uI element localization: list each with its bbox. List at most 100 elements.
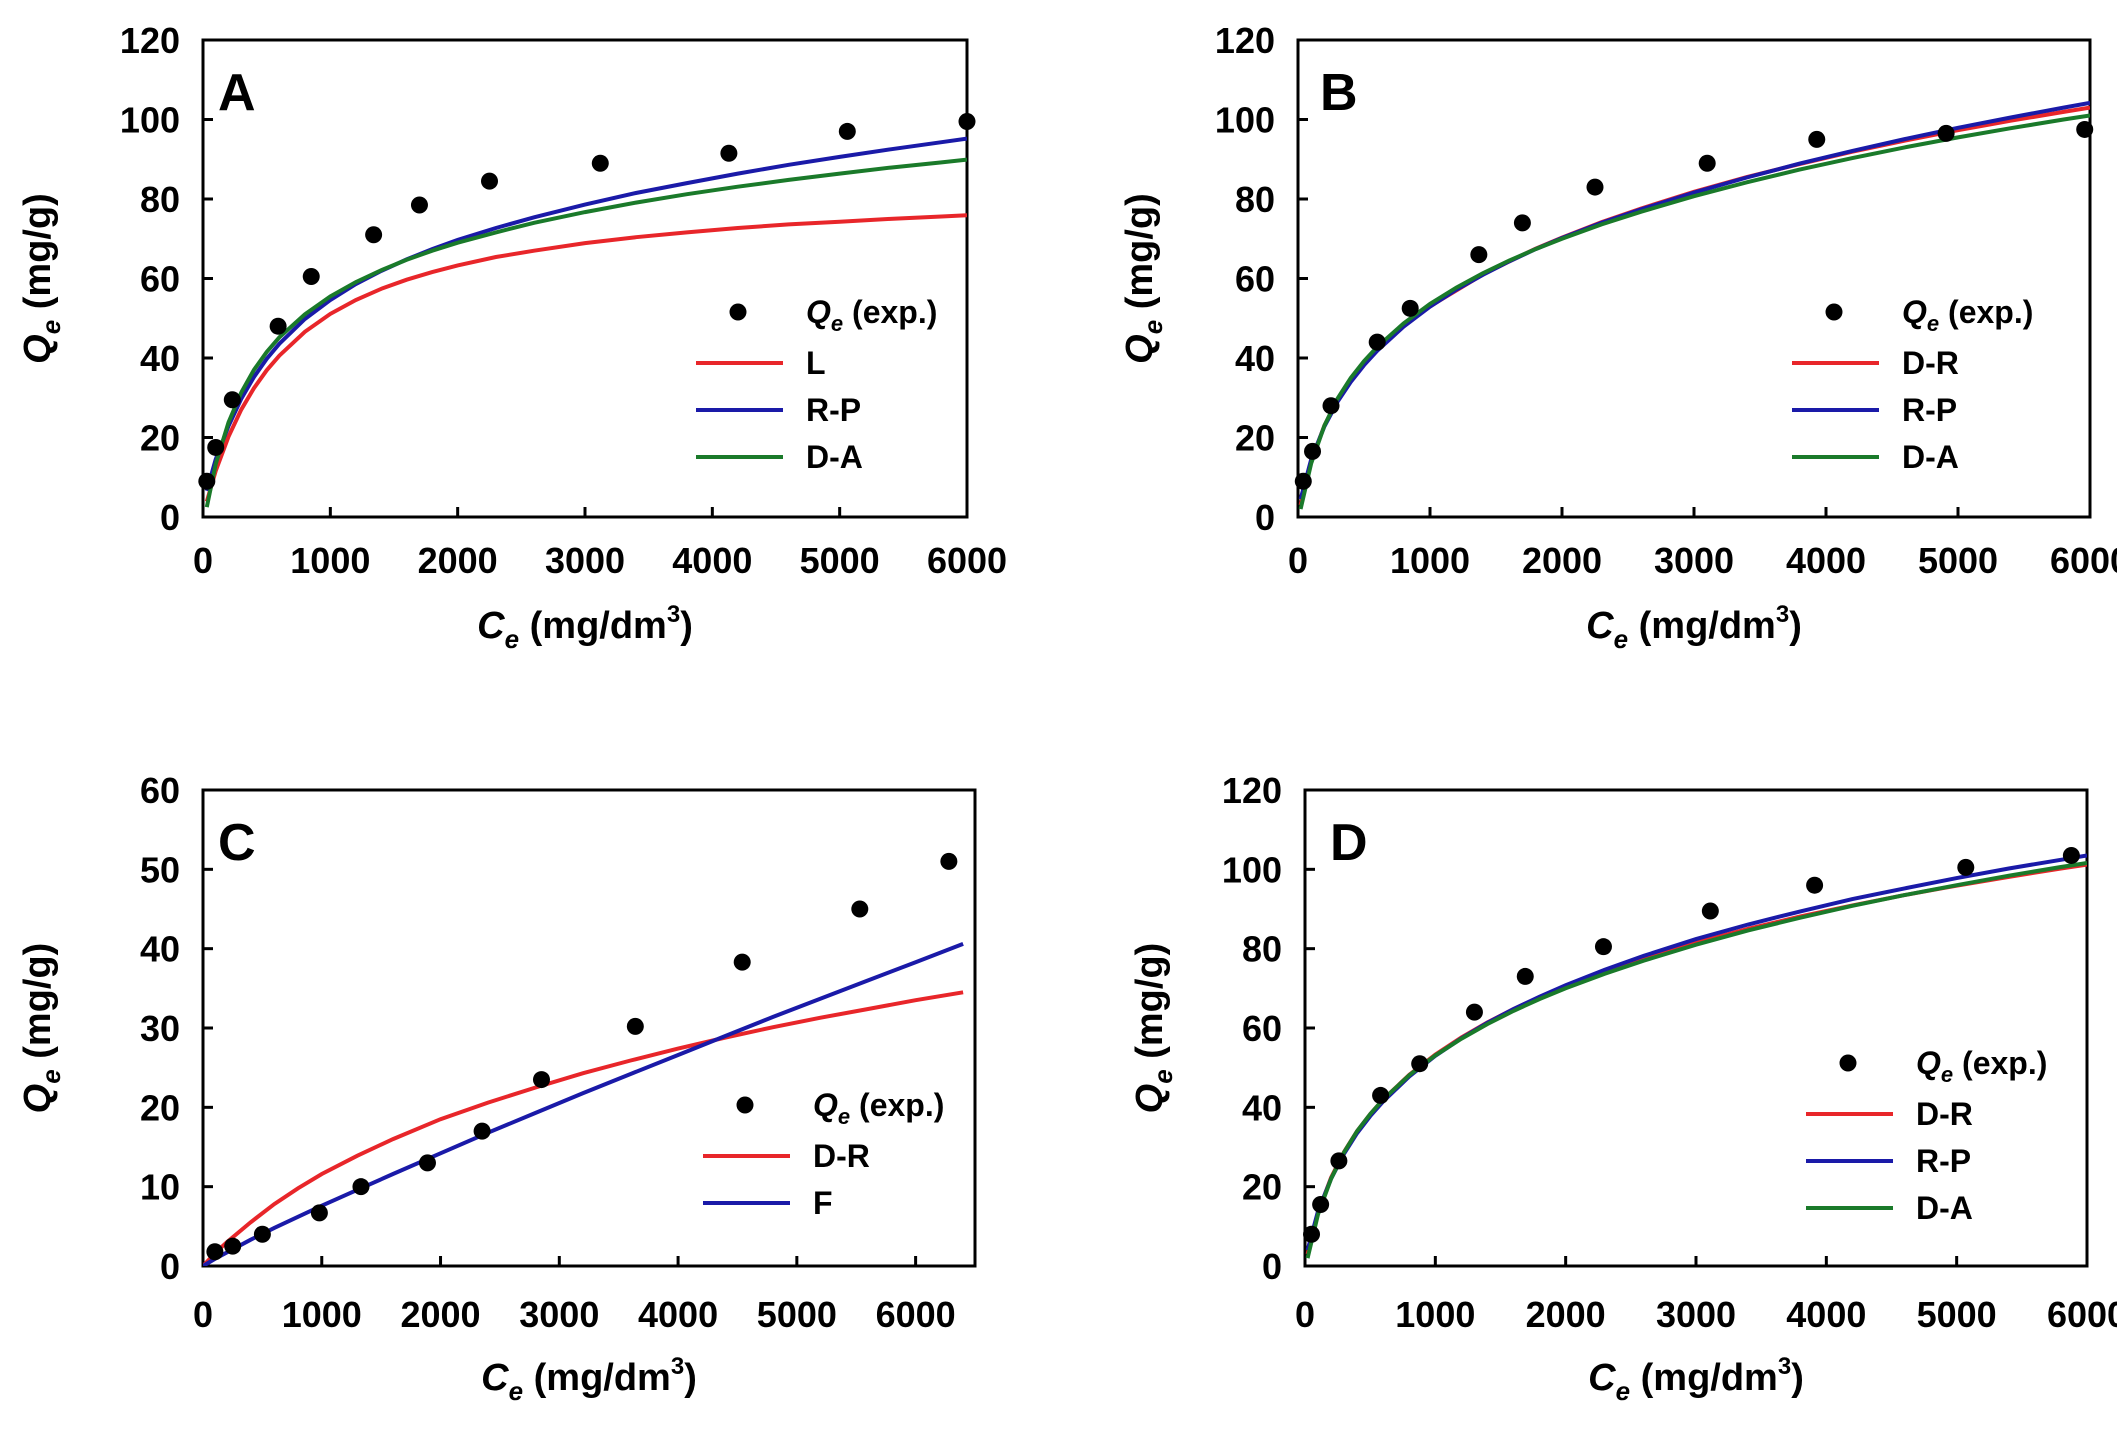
data-point [365,226,383,244]
y-tick-label: 20 [1235,418,1275,459]
x-tick-label: 2000 [1522,540,1602,581]
y-tick-label: 100 [1222,849,1282,890]
data-point [1401,299,1419,317]
x-axis-label: Ce (mg/dm3) [1586,601,1802,654]
x-tick-label: 6000 [2047,1294,2117,1335]
x-tick-label: 2000 [418,540,498,581]
data-point [473,1122,491,1140]
x-tick-label: 5000 [1918,540,1998,581]
data-point [1470,246,1488,264]
chart-panel-d: 0 1000 2000 3000 4000 5000 6000 0 20 40 60 80 100 120… [1129,770,2117,1406]
data-point [206,1243,224,1261]
legend-label-d-r: D-R [813,1138,870,1174]
x-tick-label: 5000 [1917,1294,1997,1335]
y-tick-label: 100 [1215,100,1275,141]
x-axis-label: Ce (mg/dm3) [477,601,693,654]
x-tick-label: 5000 [757,1294,837,1335]
data-point [1322,397,1340,415]
y-axis-label: Qe (mg/g) [17,193,66,364]
x-axis-label: Ce (mg/dm3) [481,1353,697,1406]
data-point [958,112,976,130]
data-point [1294,472,1312,490]
x-tick-label: 4000 [638,1294,718,1335]
data-point [310,1204,328,1222]
legend-marker-points [729,303,747,321]
legend: Qe (exp.) L R-P D-A [696,294,937,475]
data-point [481,172,498,190]
y-tick-label: 80 [140,179,180,220]
legend-label-l: L [806,345,826,381]
x-tick-label: 4000 [672,540,752,581]
data-point [1372,1086,1390,1104]
series-line-d-a [204,157,967,508]
data-point [1701,902,1719,920]
data-point [1808,130,1826,148]
data-point [1513,214,1531,232]
y-tick-label: 30 [140,1008,180,1049]
x-tick-label: 1000 [290,540,370,581]
x-tick-label: 2000 [400,1294,480,1335]
data-point [1465,1003,1483,1021]
data-point [418,1154,436,1172]
x-tick-label: 2000 [1526,1294,1606,1335]
panel-letter: C [218,814,256,872]
y-tick-label: 20 [1242,1167,1282,1208]
legend-label-f: F [813,1185,833,1221]
x-tick-label: 6000 [2050,540,2117,581]
x-tick-label: 6000 [927,540,1007,581]
y-tick-label: 80 [1235,179,1275,220]
x-tick-label: 3000 [1654,540,1734,581]
y-tick-label: 60 [1235,259,1275,300]
data-point [940,852,958,870]
x-tick-label: 1000 [282,1294,362,1335]
plot-frame [201,788,977,1268]
chart-panel-c: 0 1000 2000 3000 4000 5000 6000 0 10 20 30 40 50 60 Ce… [17,770,977,1406]
legend: Qe (exp.) D-R F [703,1087,944,1221]
data-point [1594,938,1612,956]
y-tick-label: 80 [1242,929,1282,970]
x-tick-label: 4000 [1786,540,1866,581]
data-point [626,1017,644,1035]
plot-frame [1296,38,2092,519]
y-tick-label: 60 [1242,1008,1282,1049]
data-point [1368,333,1386,351]
chart-panel-b: 0 1000 2000 3000 4000 5000 6000 0 20 40 60 80 100 120… [1119,20,2117,654]
data-point [1411,1055,1429,1073]
y-tick-label: 10 [140,1167,180,1208]
data-point [207,438,225,456]
chart-panel-a: 0 1000 2000 3000 4000 5000 6000 0 20 40 60 80 100 120… [17,20,1007,654]
y-tick-label: 0 [1262,1246,1282,1287]
y-axis-label: Qe (mg/g) [1119,193,1168,364]
series-line-l [204,213,967,503]
y-tick-label: 40 [1235,338,1275,379]
legend-marker-points [736,1096,754,1114]
data-point [1312,1196,1330,1214]
data-point [720,144,738,162]
y-tick-label: 0 [160,497,180,538]
legend-label-r-p: R-P [1916,1143,1971,1179]
y-tick-label: 120 [1222,770,1282,811]
legend-marker-points [1839,1054,1857,1072]
data-point [1516,967,1534,985]
data-point [532,1071,550,1089]
y-tick-label: 20 [140,1087,180,1128]
series-line-d-a [1298,113,2090,510]
x-axis-label: Ce (mg/dm3) [1588,1353,1804,1406]
legend-label-r-p: R-P [1902,392,1957,428]
legend-label-points: Qe (exp.) [813,1087,944,1129]
y-axis-label: Qe (mg/g) [17,943,66,1114]
data-point [269,317,287,335]
y-tick-label: 40 [140,929,180,970]
panel-letter: B [1320,64,1358,122]
x-tick-label: 3000 [1656,1294,1736,1335]
data-point [851,900,869,918]
legend-label-d-a: D-A [806,439,863,475]
data-point [410,196,428,214]
data-point [198,472,216,490]
legend-marker-points [1825,303,1843,321]
legend-label-d-r: D-R [1902,345,1959,381]
legend-label-d-a: D-A [1916,1190,1973,1226]
panel-letter: D [1330,814,1368,872]
data-point [352,1178,370,1196]
